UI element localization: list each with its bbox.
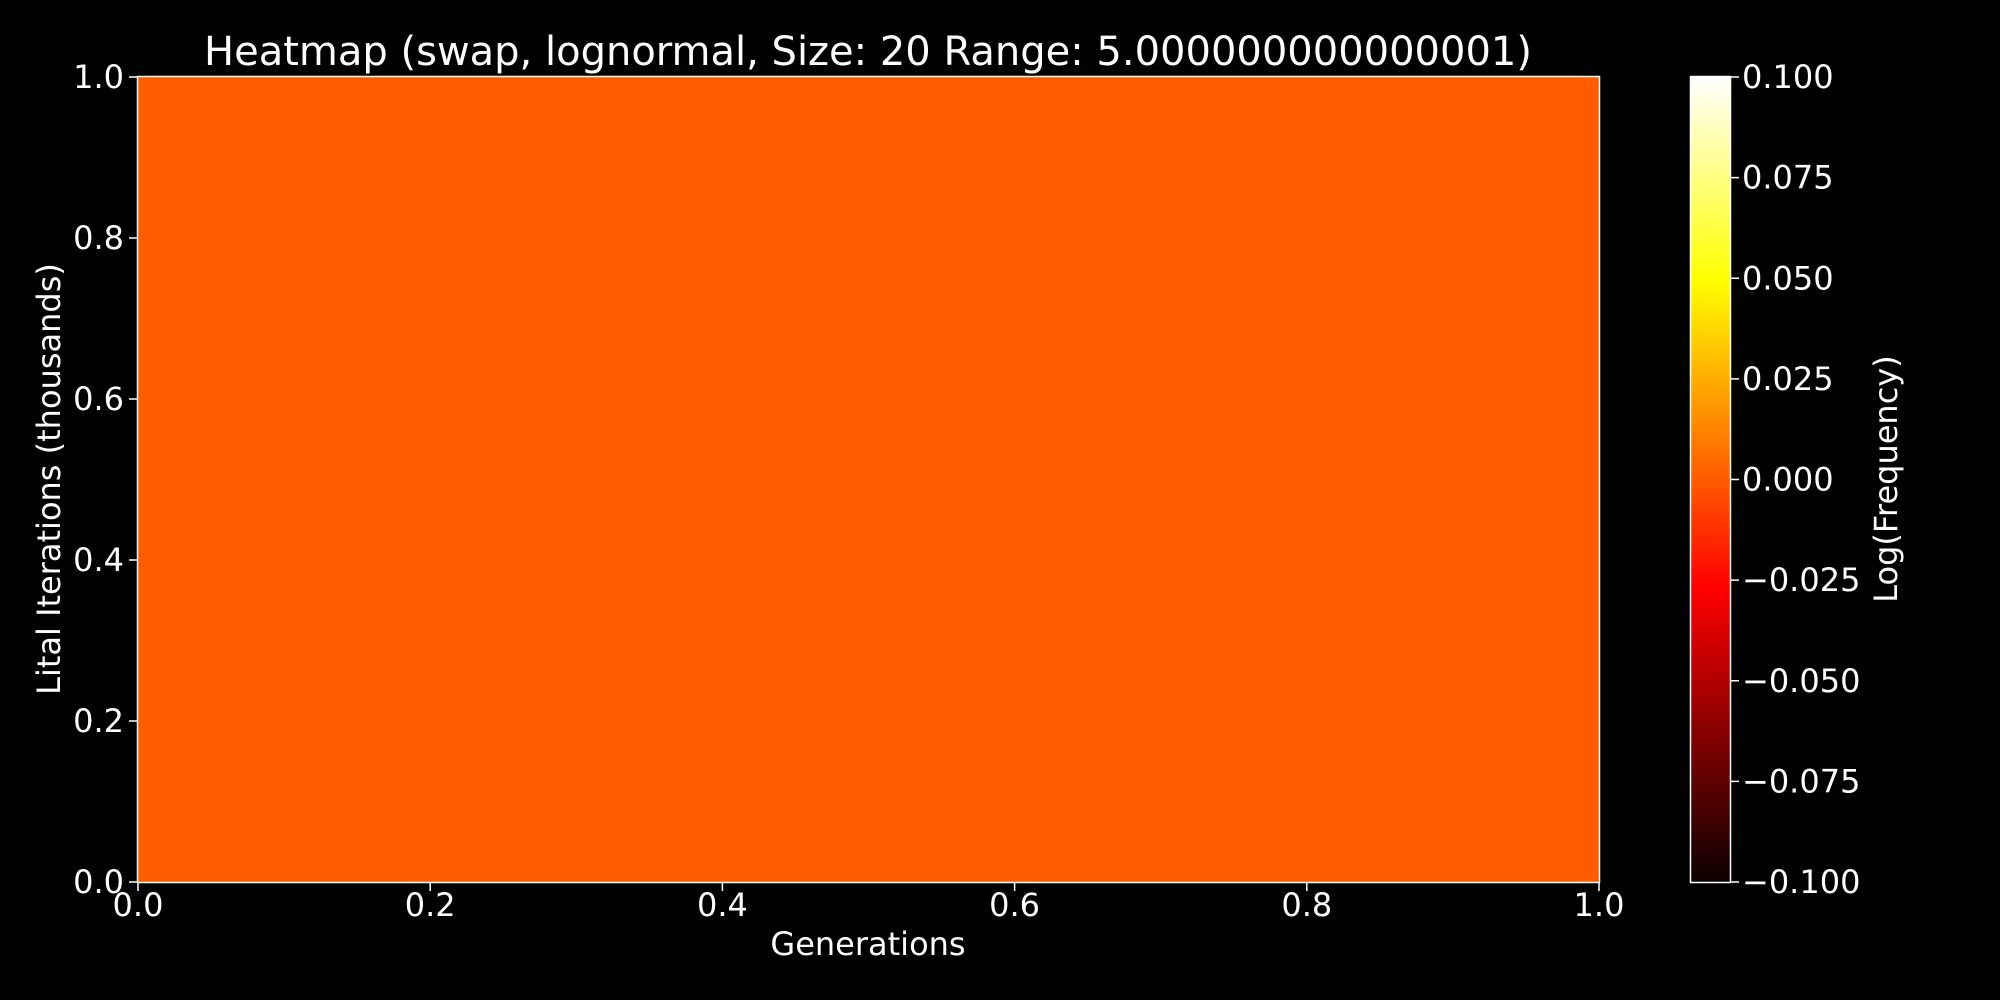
heatmap-cells — [138, 77, 1599, 882]
y-axis-label: Lital Iterations (thousands) — [30, 263, 68, 695]
colorbar-gradient — [1689, 75, 1732, 884]
colorbar-tick-label: −0.025 — [1742, 561, 1860, 599]
x-axis-ticks: 0.0 0.2 0.4 0.6 0.8 1.0 — [113, 882, 1625, 924]
colorbar-tick-label: −0.075 — [1742, 762, 1860, 800]
colorbar-tick-label: 0.100 — [1742, 58, 1834, 96]
x-tick-label: 0.4 — [697, 886, 748, 924]
y-tick-label: 0.8 — [73, 219, 124, 257]
x-tick-label: 1.0 — [1574, 886, 1625, 924]
plot-frame — [136, 75, 1601, 884]
colorbar-tick-label: −0.050 — [1742, 662, 1860, 700]
x-axis-label: Generations — [770, 925, 965, 963]
x-tick-label: 0.8 — [1281, 886, 1332, 924]
colorbar-tick-label: 0.075 — [1742, 159, 1834, 197]
colorbar-tick-label: −0.100 — [1742, 863, 1860, 901]
y-tick-label: 0.2 — [73, 702, 124, 740]
y-tick-label: 0.4 — [73, 541, 124, 579]
colorbar-label: Log(Frequency) — [1867, 355, 1905, 602]
x-tick-label: 0.0 — [113, 886, 164, 924]
y-tick-label: 0.6 — [73, 380, 124, 418]
x-tick-label: 0.2 — [405, 886, 456, 924]
colorbar-ticks: −0.100 −0.075 −0.050 −0.025 0.000 0.025 0.050 0… — [1730, 58, 1860, 901]
chart-title: Heatmap (swap, lognormal, Size: 20 Range… — [204, 29, 1532, 75]
x-tick-label: 0.6 — [989, 886, 1040, 924]
y-axis-ticks: 0.0 0.2 0.4 0.6 0.8 1.0 — [73, 58, 138, 901]
heatmap-cell — [138, 77, 1599, 882]
colorbar-tick-label: 0.025 — [1742, 360, 1834, 398]
colorbar-tick-label: 0.000 — [1742, 461, 1834, 499]
y-tick-label: 0.0 — [73, 863, 124, 901]
colorbar-tick-label: 0.050 — [1742, 259, 1834, 297]
y-tick-label: 1.0 — [73, 58, 124, 96]
colorbar: −0.100 −0.075 −0.050 −0.025 0.000 0.025 0.050 0… — [1689, 58, 1905, 901]
plot-area — [136, 75, 1601, 884]
